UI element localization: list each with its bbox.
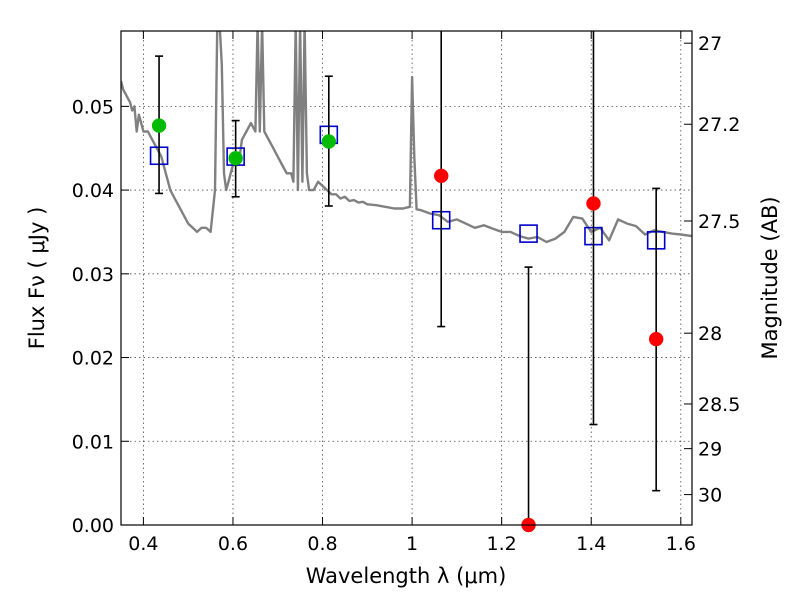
- x-tick-label: 1.4: [576, 533, 606, 555]
- y-tick-label: 0.01: [72, 431, 114, 453]
- photometry-point: [586, 196, 601, 211]
- y-axis-label: Flux Fν ( μJy ): [25, 207, 49, 350]
- x-tick-label: 0.4: [128, 533, 158, 555]
- x-tick-label: 1.6: [666, 533, 696, 555]
- y2-tick-label: 27.5: [698, 211, 740, 233]
- y2-tick-label: 28.5: [698, 394, 740, 416]
- y-tick-label: 0.05: [72, 96, 114, 118]
- y2-tick-label: 27: [698, 33, 722, 55]
- plot-area: [121, 31, 692, 244]
- x-tick-label: 1: [406, 533, 418, 555]
- axes: 0.4 0.6 0.8 1 1.2 1.4 1.6 0.00 0.01 0.02 0.03 0.04 0…: [72, 31, 740, 555]
- plot-frame: [120, 30, 693, 526]
- markers: [149, 31, 666, 533]
- y-tick-label: 0.04: [72, 180, 114, 202]
- model-square: [519, 224, 538, 243]
- y2-tick-label: 27.2: [698, 114, 740, 136]
- spectrum-line: [121, 31, 692, 244]
- photometry-point: [648, 331, 664, 347]
- x-tick-label: 0.8: [307, 533, 337, 555]
- x-tick-label: 1.2: [487, 533, 517, 555]
- x-tick-label: 0.6: [218, 533, 248, 555]
- y2-tick-label: 28: [698, 323, 722, 345]
- y-tick-label: 0.00: [72, 515, 114, 537]
- y2-tick-label: 30: [698, 485, 722, 507]
- photometry-point: [433, 168, 449, 184]
- photometry-point: [151, 118, 167, 133]
- x-axis-label: Wavelength λ (μm): [306, 564, 507, 588]
- y2-axis-label: Magnitude (AB): [758, 196, 782, 359]
- y-tick-label: 0.02: [72, 348, 114, 370]
- y2-tick-label: 29: [698, 439, 722, 461]
- photometry-point: [321, 134, 337, 149]
- y-tick-label: 0.03: [72, 264, 114, 286]
- photometry-point: [228, 151, 243, 166]
